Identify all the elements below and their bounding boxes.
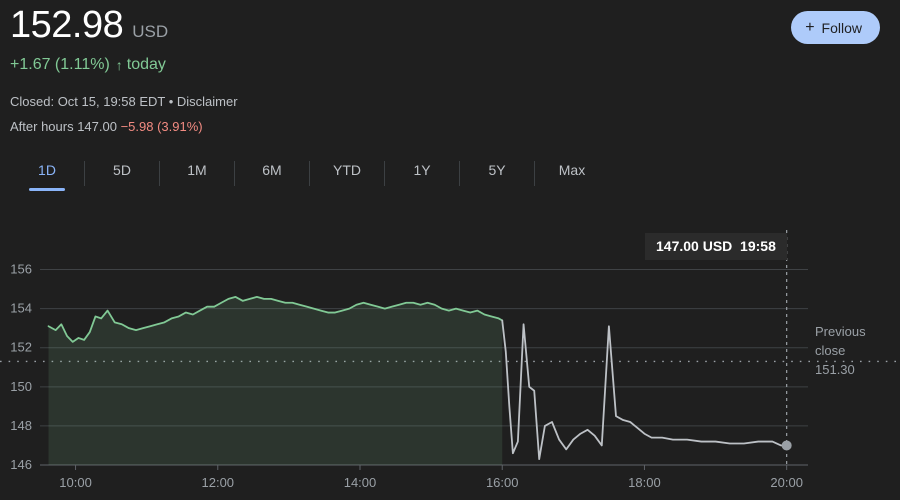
y-axis-label: 148	[10, 418, 32, 433]
tab-5y[interactable]: 5Y	[460, 158, 534, 200]
tab-divider	[309, 161, 310, 186]
range-tab-bar: 1D 5D 1M 6M YTD 1Y 5Y Max	[10, 158, 609, 200]
tab-5d[interactable]: 5D	[85, 158, 159, 200]
tab-label: 1Y	[413, 162, 431, 178]
previous-close-label: Previous close 151.30	[815, 322, 900, 379]
tab-label: 1M	[187, 162, 207, 178]
y-axis-label: 154	[10, 301, 32, 316]
after-hours-line: After hours 147.00 −5.98 (3.91%)	[10, 119, 203, 134]
tab-divider	[84, 161, 85, 186]
follow-button-label: Follow	[821, 19, 862, 36]
x-axis-label: 16:00	[486, 475, 519, 490]
price-change-period: today	[126, 56, 166, 73]
tab-label: 5D	[113, 162, 131, 178]
arrow-up-icon: ↑	[115, 57, 123, 73]
x-axis-label: 12:00	[202, 475, 235, 490]
previous-close-value: 151.30	[815, 362, 855, 377]
x-axis-label: 20:00	[770, 475, 803, 490]
y-axis-label: 150	[10, 379, 32, 394]
price-change-value: +1.67 (1.11%)	[10, 56, 110, 73]
y-axis-label: 146	[10, 457, 32, 472]
tab-divider	[234, 161, 235, 186]
tab-divider	[384, 161, 385, 186]
quote-price-row: 152.98 USD	[10, 6, 168, 44]
tab-divider	[159, 161, 160, 186]
price-chart-svg: 156 154 152 150 148 146 10:00 12:00 14:00 16:00 18…	[0, 230, 900, 490]
hover-tooltip: 147.00 USD 19:58	[645, 233, 787, 260]
tab-label: YTD	[333, 162, 361, 178]
currency-label: USD	[132, 22, 169, 41]
tab-6m[interactable]: 6M	[235, 158, 309, 200]
series-line-after-hours	[501, 319, 788, 461]
tab-1y[interactable]: 1Y	[385, 158, 459, 200]
series-line-regular-hours	[47, 296, 504, 343]
plus-icon: +	[805, 18, 815, 36]
follow-button[interactable]: + Follow	[791, 11, 880, 44]
y-axis-label: 152	[10, 340, 32, 355]
tab-label: Max	[558, 162, 586, 178]
tab-max[interactable]: Max	[535, 158, 609, 200]
current-price: 152.98	[10, 4, 124, 46]
tab-ytd[interactable]: YTD	[310, 158, 384, 200]
tab-active-underline	[29, 188, 65, 191]
tab-label: 6M	[262, 162, 282, 178]
end-point-marker	[781, 440, 792, 451]
series-area-regular-hours	[48, 296, 503, 465]
tab-label: 1D	[38, 162, 56, 178]
y-axis-label: 156	[10, 262, 32, 277]
market-status-line[interactable]: Closed: Oct 15, 19:58 EDT • Disclaimer	[10, 94, 238, 109]
price-change-row: +1.67 (1.11%) ↑ today	[10, 56, 166, 74]
x-axis-label: 18:00	[628, 475, 661, 490]
tab-label: 5Y	[488, 162, 506, 178]
price-chart[interactable]: 156 154 152 150 148 146 10:00 12:00 14:00 16:00 18…	[0, 215, 900, 500]
previous-close-line1: Previous	[815, 324, 866, 339]
x-axis-label: 10:00	[59, 475, 92, 490]
x-axis-label: 14:00	[344, 475, 377, 490]
previous-close-line2: close	[815, 343, 846, 358]
after-hours-price: After hours 147.00	[10, 119, 117, 134]
tab-divider	[459, 161, 460, 186]
tab-divider	[534, 161, 535, 186]
tab-1d[interactable]: 1D	[10, 158, 84, 200]
after-hours-change: −5.98 (3.91%)	[120, 119, 203, 134]
tab-1m[interactable]: 1M	[160, 158, 234, 200]
